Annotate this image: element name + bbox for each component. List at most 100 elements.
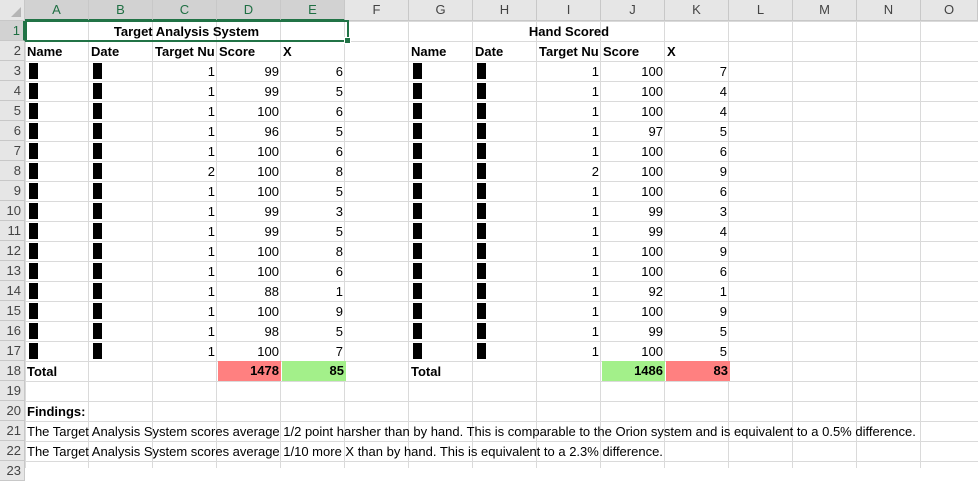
- tas-x-cell[interactable]: 9: [335, 304, 343, 319]
- hand-header-target[interactable]: Target Nu: [539, 44, 599, 59]
- column-header-a[interactable]: A: [25, 0, 89, 21]
- hand-target-number-cell[interactable]: 1: [591, 284, 599, 299]
- tas-score-cell[interactable]: 99: [264, 84, 279, 99]
- tas-title[interactable]: Target Analysis System: [113, 24, 260, 39]
- tas-x-cell[interactable]: 6: [335, 144, 343, 159]
- row-header-16[interactable]: 16: [0, 321, 25, 341]
- tas-total-label[interactable]: Total: [27, 364, 58, 379]
- tas-score-cell[interactable]: 98: [264, 324, 279, 339]
- findings-label[interactable]: Findings:: [27, 404, 86, 419]
- tas-target-number-cell[interactable]: 1: [207, 224, 215, 239]
- row-header-17[interactable]: 17: [0, 341, 25, 361]
- hand-score-cell[interactable]: 100: [641, 244, 663, 259]
- tas-target-number-cell[interactable]: 1: [207, 144, 215, 159]
- hand-target-number-cell[interactable]: 1: [591, 84, 599, 99]
- hand-header-date[interactable]: Date: [475, 44, 504, 59]
- tas-score-cell[interactable]: 100: [257, 344, 279, 359]
- hand-x-cell[interactable]: 1: [719, 284, 727, 299]
- hand-score-cell[interactable]: 100: [641, 84, 663, 99]
- hand-x-cell[interactable]: 4: [719, 224, 727, 239]
- hand-title[interactable]: Hand Scored: [528, 24, 610, 39]
- tas-x-cell[interactable]: 7: [335, 344, 343, 359]
- tas-score-cell[interactable]: 100: [257, 244, 279, 259]
- tas-target-number-cell[interactable]: 2: [207, 164, 215, 179]
- row-header-19[interactable]: 19: [0, 381, 25, 401]
- column-header-c[interactable]: C: [153, 0, 217, 21]
- hand-score-cell[interactable]: 97: [648, 124, 663, 139]
- hand-score-cell[interactable]: 100: [641, 184, 663, 199]
- tas-header-date[interactable]: Date: [91, 44, 120, 59]
- column-header-m[interactable]: M: [793, 0, 857, 21]
- tas-score-cell[interactable]: 99: [264, 224, 279, 239]
- hand-total-x[interactable]: 83: [666, 361, 730, 381]
- hand-score-cell[interactable]: 100: [641, 164, 663, 179]
- hand-target-number-cell[interactable]: 1: [591, 204, 599, 219]
- tas-x-cell[interactable]: 6: [335, 64, 343, 79]
- row-header-2[interactable]: 2: [0, 41, 25, 61]
- hand-x-cell[interactable]: 5: [719, 124, 727, 139]
- row-header-10[interactable]: 10: [0, 201, 25, 221]
- hand-target-number-cell[interactable]: 2: [591, 164, 599, 179]
- tas-x-cell[interactable]: 3: [335, 204, 343, 219]
- tas-header-score[interactable]: Score: [219, 44, 256, 59]
- tas-total-x[interactable]: 85: [282, 361, 346, 381]
- tas-score-cell[interactable]: 100: [257, 184, 279, 199]
- hand-x-cell[interactable]: 4: [719, 104, 727, 119]
- tas-target-number-cell[interactable]: 1: [207, 284, 215, 299]
- tas-x-cell[interactable]: 6: [335, 264, 343, 279]
- findings-line-2[interactable]: The Target Analysis System scores averag…: [27, 444, 663, 459]
- tas-total-score[interactable]: 1478: [218, 361, 281, 381]
- hand-x-cell[interactable]: 9: [719, 304, 727, 319]
- column-header-k[interactable]: K: [665, 0, 729, 21]
- tas-x-cell[interactable]: 8: [335, 244, 343, 259]
- tas-x-cell[interactable]: 5: [335, 324, 343, 339]
- tas-x-cell[interactable]: 5: [335, 124, 343, 139]
- hand-target-number-cell[interactable]: 1: [591, 264, 599, 279]
- row-header-6[interactable]: 6: [0, 121, 25, 141]
- row-header-3[interactable]: 3: [0, 61, 25, 81]
- tas-score-cell[interactable]: 100: [257, 304, 279, 319]
- hand-target-number-cell[interactable]: 1: [591, 304, 599, 319]
- column-header-j[interactable]: J: [601, 0, 665, 21]
- row-header-15[interactable]: 15: [0, 301, 25, 321]
- tas-x-cell[interactable]: 1: [335, 284, 343, 299]
- column-header-d[interactable]: D: [217, 0, 281, 21]
- row-header-20[interactable]: 20: [0, 401, 25, 421]
- hand-x-cell[interactable]: 5: [719, 324, 727, 339]
- hand-target-number-cell[interactable]: 1: [591, 344, 599, 359]
- hand-x-cell[interactable]: 6: [719, 144, 727, 159]
- column-header-n[interactable]: N: [857, 0, 921, 21]
- hand-target-number-cell[interactable]: 1: [591, 324, 599, 339]
- row-header-14[interactable]: 14: [0, 281, 25, 301]
- hand-score-cell[interactable]: 100: [641, 104, 663, 119]
- hand-target-number-cell[interactable]: 1: [591, 104, 599, 119]
- tas-score-cell[interactable]: 100: [257, 264, 279, 279]
- tas-target-number-cell[interactable]: 1: [207, 344, 215, 359]
- hand-score-cell[interactable]: 99: [648, 324, 663, 339]
- tas-target-number-cell[interactable]: 1: [207, 84, 215, 99]
- hand-x-cell[interactable]: 7: [719, 64, 727, 79]
- hand-header-name[interactable]: Name: [411, 44, 447, 59]
- hand-score-cell[interactable]: 100: [641, 304, 663, 319]
- tas-header-name[interactable]: Name: [27, 44, 63, 59]
- row-header-21[interactable]: 21: [0, 421, 25, 441]
- hand-total-label[interactable]: Total: [411, 364, 442, 379]
- row-header-23[interactable]: 23: [0, 461, 25, 481]
- findings-line-1[interactable]: The Target Analysis System scores averag…: [27, 424, 916, 439]
- column-header-g[interactable]: G: [409, 0, 473, 21]
- tas-score-cell[interactable]: 100: [257, 144, 279, 159]
- hand-target-number-cell[interactable]: 1: [591, 124, 599, 139]
- row-header-11[interactable]: 11: [0, 221, 25, 241]
- row-header-8[interactable]: 8: [0, 161, 25, 181]
- hand-score-cell[interactable]: 92: [648, 284, 663, 299]
- hand-x-cell[interactable]: 5: [719, 344, 727, 359]
- tas-target-number-cell[interactable]: 1: [207, 304, 215, 319]
- tas-x-cell[interactable]: 5: [335, 184, 343, 199]
- hand-x-cell[interactable]: 6: [719, 184, 727, 199]
- tas-x-cell[interactable]: 5: [335, 224, 343, 239]
- tas-score-cell[interactable]: 99: [264, 64, 279, 79]
- hand-x-cell[interactable]: 9: [719, 244, 727, 259]
- select-all-corner[interactable]: [0, 0, 25, 21]
- row-header-9[interactable]: 9: [0, 181, 25, 201]
- hand-x-cell[interactable]: 9: [719, 164, 727, 179]
